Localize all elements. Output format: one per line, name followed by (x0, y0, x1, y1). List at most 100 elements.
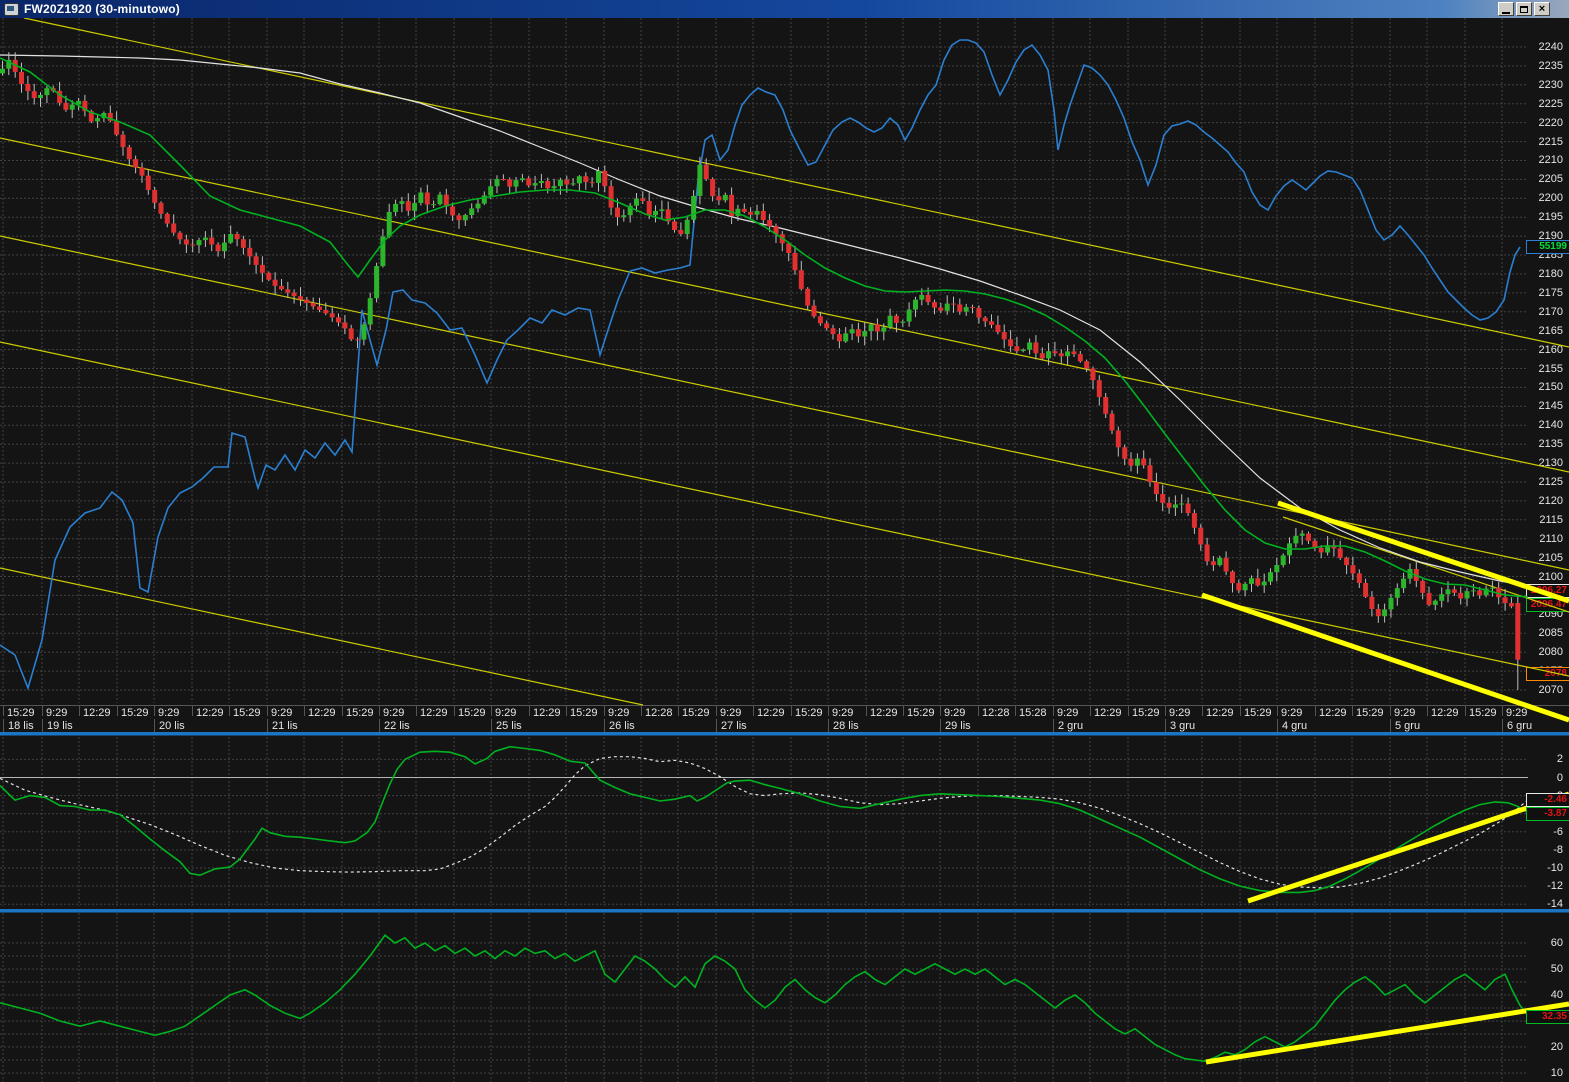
price-tick-label: 2125 (1538, 475, 1563, 488)
date-label: 22 lis (384, 720, 410, 732)
date-tick (1165, 719, 1166, 732)
time-tick (117, 706, 118, 716)
price-tick-label: 2225 (1538, 97, 1563, 110)
price-tick-label: 2080 (1538, 646, 1563, 659)
time-tick (1053, 706, 1054, 716)
time-label: 9:29 (271, 707, 293, 719)
time-label: 15:29 (1244, 707, 1272, 719)
time-tick (229, 706, 230, 716)
time-label: 15:29 (570, 707, 598, 719)
date-label: 6 gru (1507, 720, 1533, 732)
time-tick (903, 706, 904, 716)
date-label: 4 gru (1282, 720, 1308, 732)
time-label: 15:28 (1019, 707, 1047, 719)
price-tick-label: 2200 (1538, 192, 1563, 205)
open-interest-value-box: 55199 (1526, 240, 1569, 254)
maximize-icon (1520, 5, 1528, 13)
time-label: 9:29 (1506, 707, 1528, 719)
time-tick (1465, 706, 1466, 716)
macd-tick-label: -14 (1547, 898, 1563, 911)
time-tick (192, 706, 193, 716)
time-tick (828, 706, 829, 716)
time-label: 12:29 (870, 707, 898, 719)
macd-tick-label: -12 (1547, 880, 1563, 893)
date-label: 5 gru (1395, 720, 1421, 732)
date-label: 3 gru (1170, 720, 1196, 732)
time-tick (566, 706, 567, 716)
time-label: 9:29 (608, 707, 630, 719)
date-tick (1053, 719, 1054, 732)
minimize-button[interactable] (1498, 2, 1514, 16)
time-tick (1315, 706, 1316, 716)
rsi-value-box: 32.35 (1526, 1010, 1569, 1024)
time-label: 15:29 (682, 707, 710, 719)
time-tick (753, 706, 754, 716)
date-tick (3, 719, 4, 732)
time-label: 12:29 (533, 707, 561, 719)
close-button[interactable]: × (1534, 2, 1550, 16)
date-tick (154, 719, 155, 732)
time-tick (641, 706, 642, 716)
time-tick (1202, 706, 1203, 716)
time-tick (416, 706, 417, 716)
time-tick (1090, 706, 1091, 716)
price-tick-label: 2165 (1538, 324, 1563, 337)
green-ma-value-box: 2096.47 (1526, 598, 1569, 612)
time-label: 12:29 (1431, 707, 1459, 719)
time-label: 15:29 (795, 707, 823, 719)
time-label: 15:29 (1132, 707, 1160, 719)
macd-line-value-box: -3.87 (1526, 807, 1569, 821)
time-tick (267, 706, 268, 716)
rsi-tick-label: 60 (1550, 937, 1563, 949)
time-label: 15:29 (346, 707, 374, 719)
time-label: 15:29 (907, 707, 935, 719)
price-tick-label: 2160 (1538, 343, 1563, 356)
price-tick-label: 2150 (1538, 381, 1563, 394)
price-tick-label: 2100 (1538, 570, 1563, 583)
time-tick (154, 706, 155, 716)
date-tick (1502, 719, 1503, 732)
price-tick-label: 2130 (1538, 457, 1563, 470)
time-label: 12:29 (83, 707, 111, 719)
time-label: 9:29 (46, 707, 68, 719)
time-label: 12:29 (420, 707, 448, 719)
time-label: 15:29 (7, 707, 35, 719)
time-tick (3, 706, 4, 716)
time-tick (1502, 706, 1503, 716)
macd-signal-value-box: -2.46 (1526, 793, 1569, 807)
time-tick (1165, 706, 1166, 716)
time-label: 15:29 (121, 707, 149, 719)
time-tick (379, 706, 380, 716)
date-label: 25 lis (496, 720, 522, 732)
time-tick (678, 706, 679, 716)
price-tick-label: 2135 (1538, 438, 1563, 451)
date-label: 28 lis (833, 720, 859, 732)
macd-tick-label: -6 (1553, 825, 1563, 838)
time-label: 15:29 (458, 707, 486, 719)
time-tick (342, 706, 343, 716)
time-label: 9:29 (1394, 707, 1416, 719)
time-tick (978, 706, 979, 716)
price-tick-label: 2145 (1538, 400, 1563, 413)
rsi-tick-label: 10 (1550, 1067, 1563, 1079)
price-tick-label: 2070 (1538, 684, 1563, 696)
price-tick-label: 2240 (1538, 41, 1563, 53)
rsi-tick-label: 50 (1550, 963, 1563, 975)
macd-tick-label: -8 (1553, 843, 1563, 856)
price-tick-label: 2170 (1538, 305, 1563, 318)
maximize-button[interactable] (1516, 2, 1532, 16)
date-tick (940, 719, 941, 732)
time-tick (304, 706, 305, 716)
date-tick (491, 719, 492, 732)
app-icon (4, 2, 19, 16)
time-label: 12:28 (645, 707, 673, 719)
time-label: 9:29 (1169, 707, 1191, 719)
time-label: 12:29 (757, 707, 785, 719)
time-axis: 15:29 9:29 12:29 15:29 9:29 12:29 15:29 9:29 12:… (0, 705, 1569, 734)
date-label: 26 lis (609, 720, 635, 732)
price-tick-label: 2105 (1538, 551, 1563, 564)
price-tick-label: 2110 (1539, 532, 1563, 545)
window-title: FW20Z1920 (30-minutowo) (24, 2, 180, 16)
time-tick (940, 706, 941, 716)
white-ma-value-box: 2096.27 (1526, 584, 1569, 598)
